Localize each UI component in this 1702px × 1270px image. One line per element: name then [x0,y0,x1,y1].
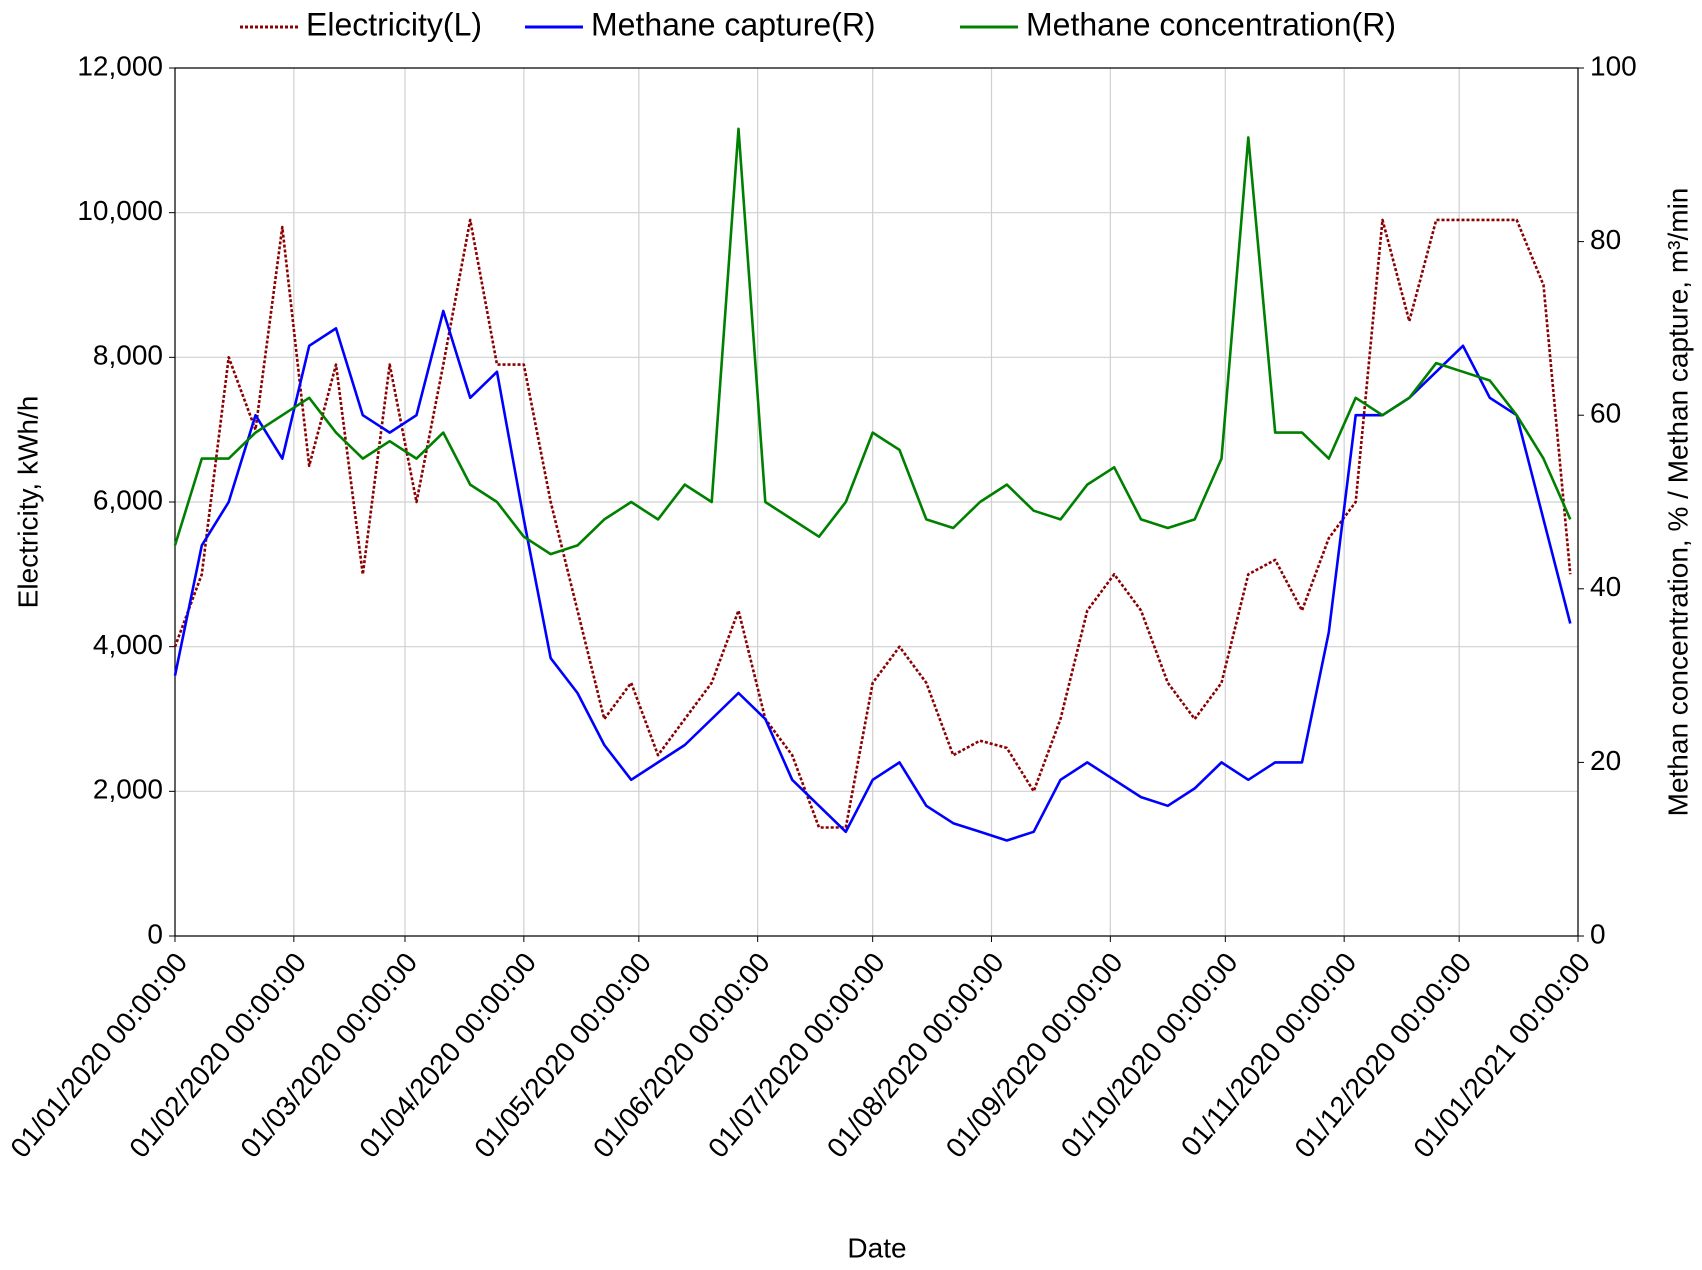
legend-label: Methane capture(R) [591,6,876,42]
series-line [173,309,1572,842]
y2-tick-label: 40 [1590,571,1621,602]
y-tick-label: 0 [147,918,163,949]
y2-tick-label: 20 [1590,745,1621,776]
y2-tick-label: 60 [1590,398,1621,429]
y-tick-label: 8,000 [93,340,163,371]
y-tick-label: 12,000 [77,50,163,81]
y-tick-label: 6,000 [93,484,163,515]
y-tick-label: 10,000 [77,195,163,226]
y-axis-label: Electricity, kWh/h [12,396,43,609]
y2-tick-label: 80 [1590,224,1621,255]
legend-label: Methane concentration(R) [1026,6,1396,42]
y-tick-label: 2,000 [93,774,163,805]
y-tick-label: 4,000 [93,629,163,660]
series-line [173,127,1572,556]
plot-frame [174,67,1579,937]
series-line [173,218,1572,829]
y2-axis-label: Methan concentration, % / Methan capture… [1662,188,1693,817]
legend-label: Electricity(L) [306,6,482,42]
y2-tick-label: 0 [1590,918,1606,949]
y2-tick-label: 100 [1590,50,1637,81]
x-axis-label: Date [847,1232,906,1263]
